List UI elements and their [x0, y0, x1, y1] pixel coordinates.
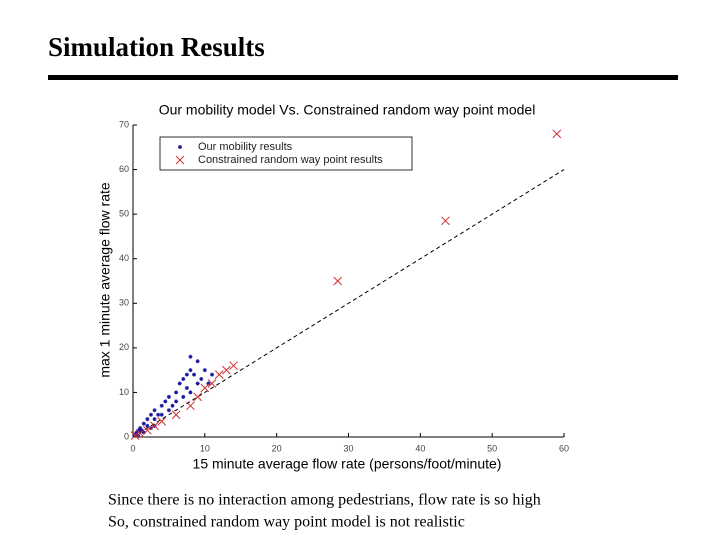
point	[145, 423, 150, 428]
point	[206, 381, 211, 386]
point	[135, 429, 145, 438]
point	[214, 370, 224, 379]
point	[136, 428, 141, 433]
point	[333, 276, 343, 286]
y-tick-label: 60	[119, 164, 129, 174]
x-tick-label: 30	[343, 443, 353, 453]
point	[177, 381, 182, 386]
x-tick-label: 10	[200, 443, 210, 453]
point	[134, 430, 139, 435]
y-tick-label: 30	[119, 298, 129, 308]
legend-box	[159, 136, 413, 171]
y-axis-label: max 1 minute average flow rate	[97, 182, 113, 378]
point	[552, 129, 562, 139]
y-tick-label: 50	[119, 209, 129, 219]
point	[188, 354, 193, 359]
point	[145, 417, 150, 422]
point	[152, 417, 157, 422]
point	[195, 381, 200, 386]
chart-title: Our mobility model Vs. Constrained rando…	[159, 102, 536, 118]
point	[141, 421, 146, 426]
note: Since there is no interaction among pede…	[108, 492, 541, 509]
point	[199, 377, 204, 382]
point	[143, 425, 152, 435]
point	[138, 426, 143, 431]
point	[186, 401, 195, 411]
point	[195, 359, 200, 364]
point	[139, 428, 144, 433]
reference-line	[132, 169, 565, 438]
point	[157, 417, 167, 426]
point	[174, 399, 179, 404]
point	[170, 403, 175, 408]
point	[148, 426, 153, 431]
point	[166, 408, 171, 413]
y-tick-label: 10	[119, 387, 129, 397]
point	[210, 372, 215, 377]
point	[188, 390, 193, 395]
point	[181, 394, 186, 399]
y-tick-label: 70	[119, 119, 129, 129]
x-tick-label: 20	[272, 443, 282, 453]
point	[141, 430, 146, 435]
y-tick-label: 40	[119, 253, 129, 263]
point	[159, 412, 164, 417]
point	[174, 390, 179, 395]
point	[166, 394, 171, 399]
point	[441, 216, 450, 226]
point	[181, 377, 186, 382]
legend-marker	[175, 155, 185, 165]
x-tick-label: 40	[415, 443, 425, 453]
note: So, constrained random way point model i…	[108, 514, 465, 531]
title-rule	[48, 75, 678, 80]
point	[148, 412, 153, 417]
x-tick-label: 0	[130, 443, 135, 453]
point	[163, 399, 168, 404]
point	[152, 408, 157, 413]
point	[229, 361, 238, 371]
point	[184, 372, 189, 377]
point	[159, 403, 164, 408]
point	[200, 383, 210, 393]
point	[207, 379, 217, 388]
y-tick-label: 20	[119, 342, 129, 352]
legend-label: Constrained random way point results	[198, 154, 383, 166]
point	[171, 410, 181, 420]
point	[184, 385, 189, 390]
point	[188, 368, 193, 373]
point	[192, 372, 197, 377]
legend-marker	[178, 145, 182, 149]
point	[130, 431, 140, 441]
x-tick-label: 50	[487, 443, 497, 453]
y-tick-label: 0	[124, 431, 129, 441]
point	[193, 392, 203, 402]
x-axis-label: 15 minute average flow rate (persons/foo…	[193, 456, 502, 472]
point	[202, 368, 207, 373]
legend-label: Our mobility results	[198, 141, 293, 153]
point	[222, 365, 231, 375]
x-tick-label: 60	[559, 443, 569, 453]
point	[156, 412, 161, 417]
slide-title: Simulation Results	[48, 32, 265, 62]
point	[150, 421, 159, 431]
